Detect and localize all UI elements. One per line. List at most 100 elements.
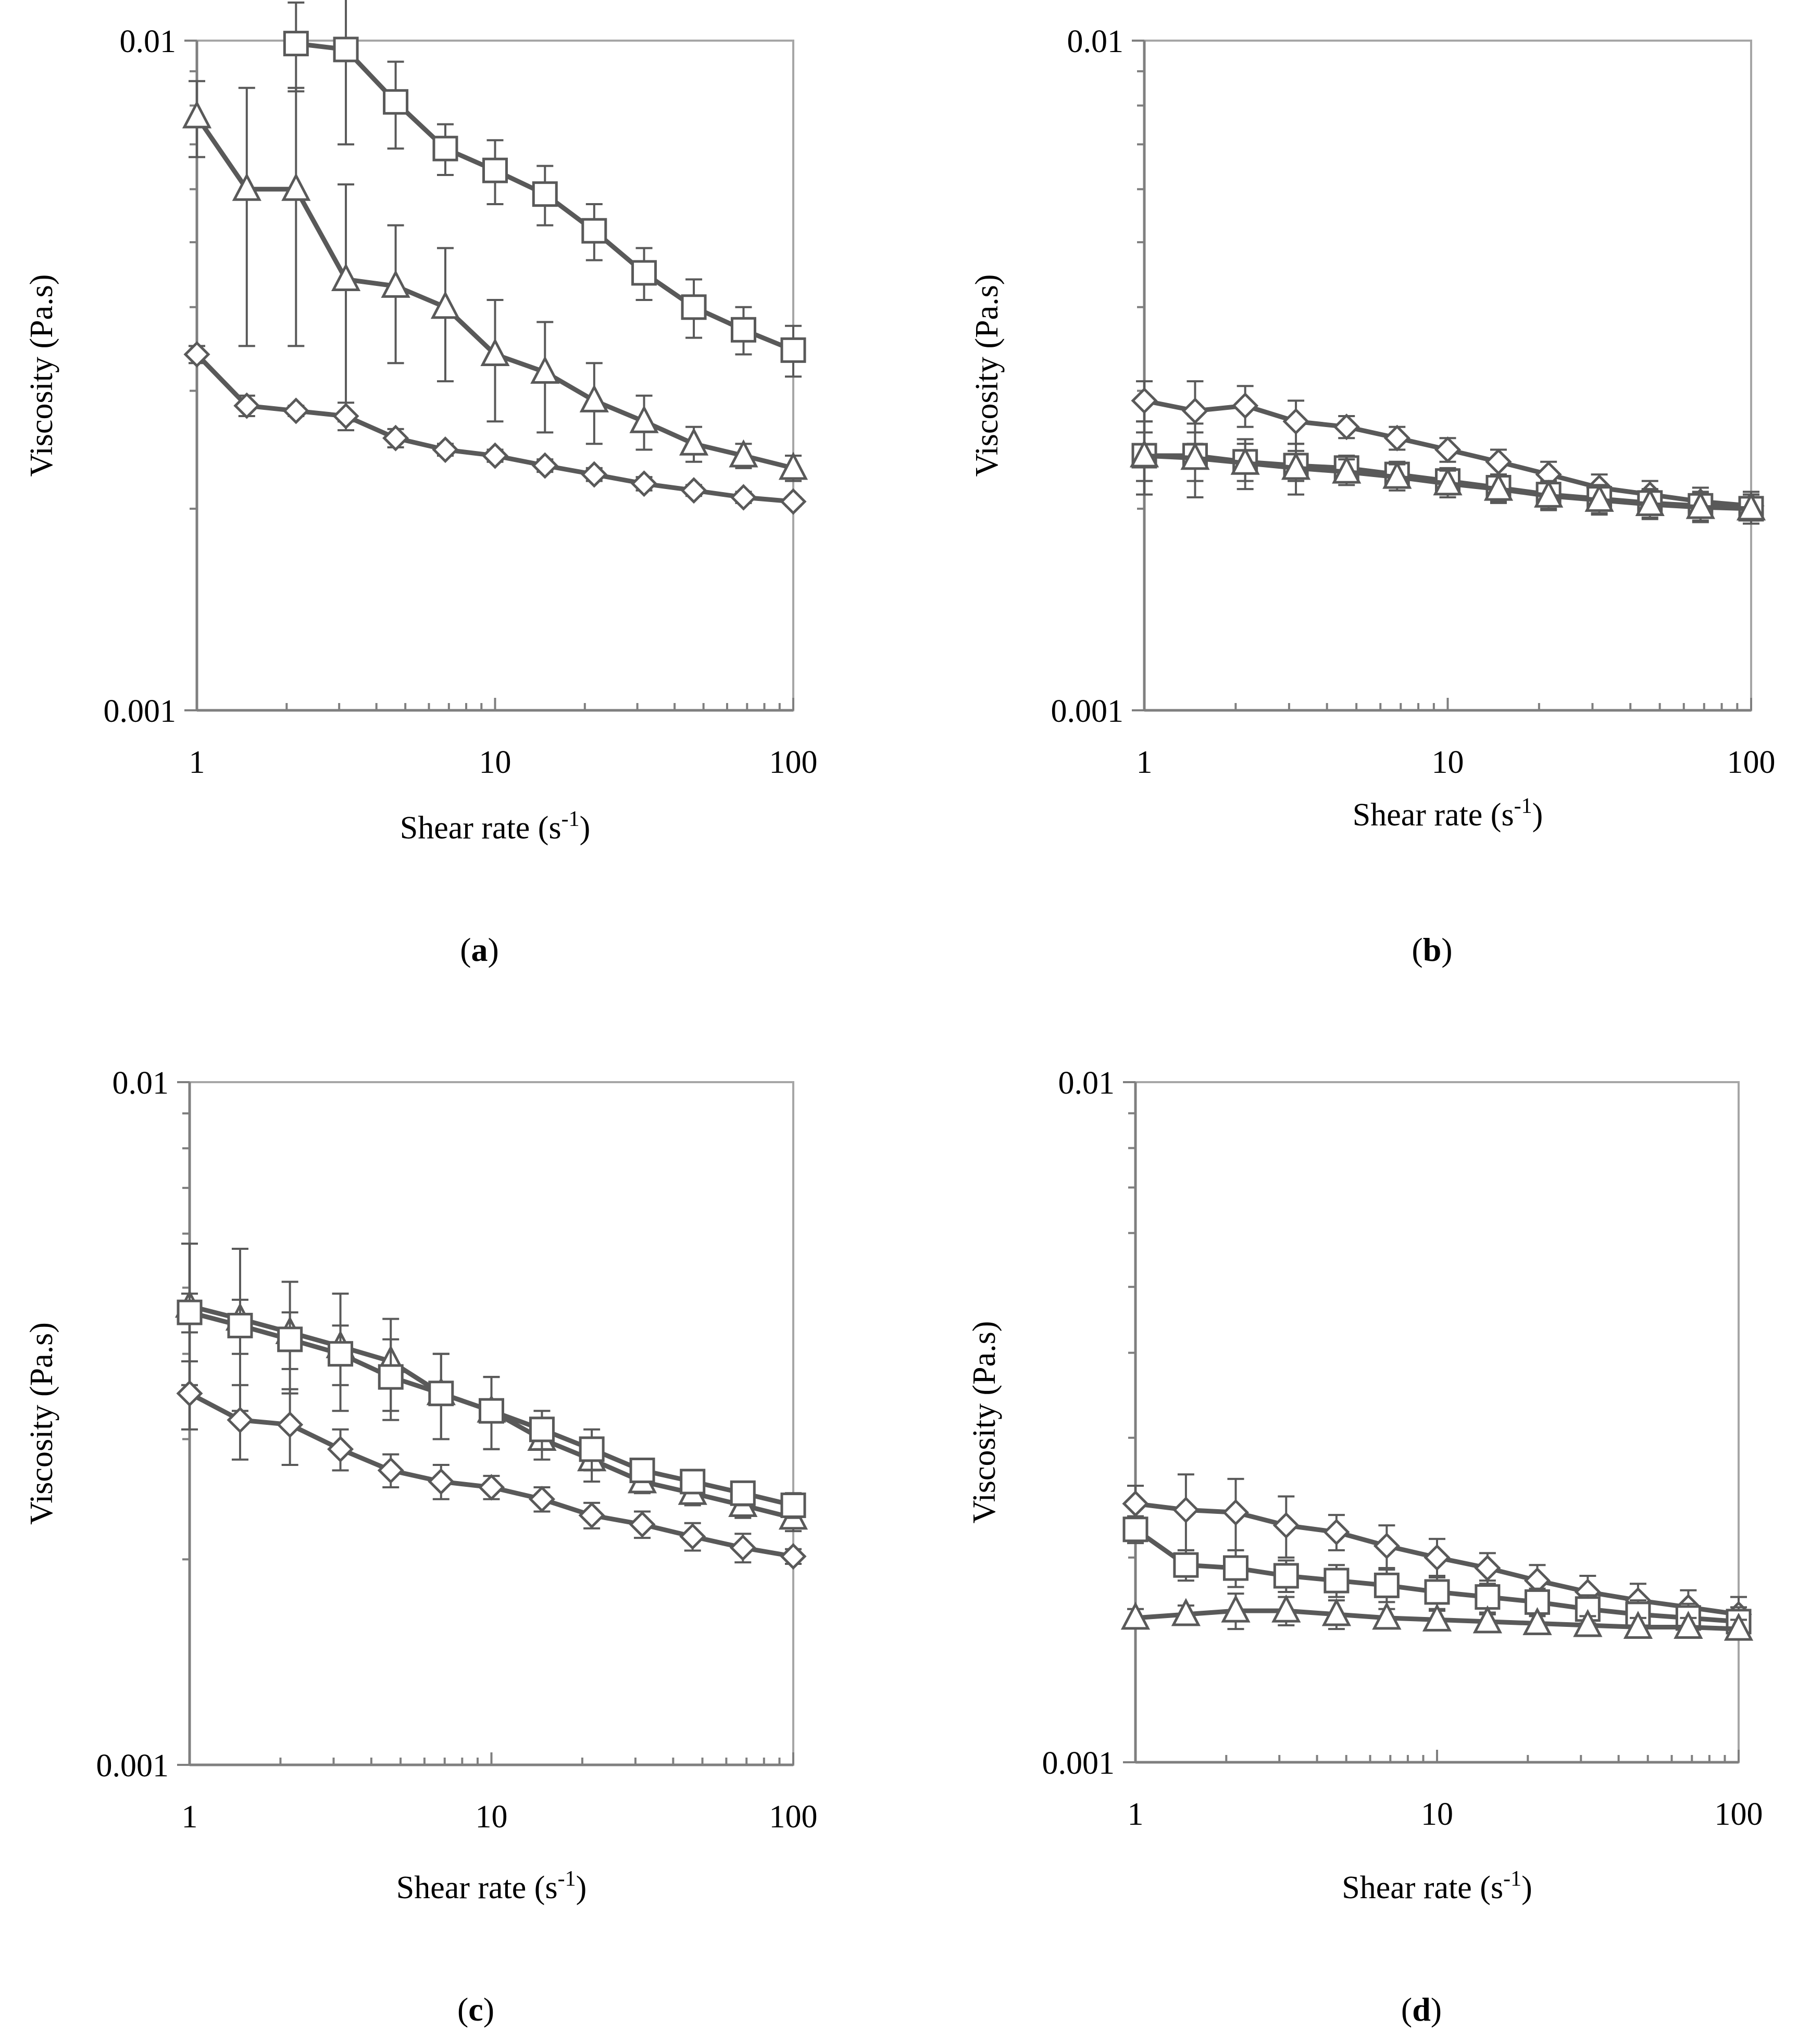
data-point-square [227, 1312, 253, 1338]
data-point-triangle [679, 427, 709, 456]
data-point-triangle [1674, 1611, 1703, 1639]
panel-d: 1 10 100 0.001 0.01 Shear rate (s-1) Viscosity… [967, 1065, 1763, 2028]
data-point-triangle [579, 384, 609, 412]
panel-b: 1 10 100 0.001 0.01 Shear rate (s-1) Viscosity… [969, 24, 1776, 968]
panel-caption: (c) [457, 1991, 494, 2028]
data-point-triangle [281, 172, 311, 201]
data-point-square [1475, 1584, 1501, 1610]
x-tick-label: 100 [769, 745, 818, 780]
data-point-triangle [430, 291, 460, 319]
data-point-triangle [1332, 455, 1362, 484]
data-point-diamond [581, 461, 608, 488]
data-point-triangle [1736, 492, 1766, 521]
data-point-diamond [1434, 436, 1462, 463]
data-point-triangle [1522, 1607, 1552, 1635]
data-point-diamond [227, 1407, 254, 1434]
data-point-square [631, 260, 657, 286]
data-point-triangle [480, 338, 510, 367]
data-point-triangle [1422, 1603, 1452, 1632]
data-point-diamond [629, 1511, 656, 1538]
x-tick-label: 10 [1421, 1797, 1453, 1832]
series-triangle [182, 80, 808, 482]
data-point-triangle [331, 263, 361, 292]
data-point-diamond [1122, 1490, 1149, 1517]
data-point-diamond [1222, 1499, 1250, 1526]
data-point-square [680, 1469, 706, 1495]
data-point-diamond [432, 436, 459, 463]
data-point-diamond [183, 341, 210, 368]
data-point-diamond [1383, 424, 1410, 452]
plot-frame [1134, 1081, 1740, 1763]
series-diamond [1131, 380, 1765, 522]
data-point-square [730, 317, 756, 343]
data-point-triangle [1573, 1609, 1603, 1637]
x-tick-label: 10 [479, 745, 511, 780]
data-point-square [629, 1457, 655, 1483]
data-point-triangle [1321, 1598, 1352, 1626]
data-point-square [730, 1480, 756, 1506]
series-square [283, 0, 806, 378]
panel-caption: (a) [460, 931, 499, 968]
x-tick-label: 100 [1727, 745, 1776, 780]
data-point-square [378, 1364, 404, 1390]
x-tick-label: 1 [189, 745, 205, 780]
data-point-square [1222, 1555, 1248, 1581]
data-point-triangle [1472, 1605, 1503, 1634]
data-point-triangle [1180, 442, 1210, 470]
x-tick-label: 10 [1432, 745, 1464, 780]
data-point-diamond [327, 1436, 354, 1463]
data-point-diamond [1485, 448, 1512, 475]
x-tick-label: 1 [182, 1799, 198, 1835]
data-point-diamond [382, 424, 409, 452]
data-point-triangle [1230, 446, 1260, 475]
y-tick-label: 0.01 [120, 24, 177, 59]
data-point-square [283, 31, 309, 57]
y-axis-label: Viscosity (Pa.s) [969, 274, 1005, 477]
y-tick-label: 0.01 [1067, 24, 1124, 59]
data-point-triangle [1382, 460, 1412, 489]
y-tick-label: 0.01 [113, 1065, 169, 1101]
data-point-triangle [1534, 479, 1564, 508]
data-point-diamond [282, 397, 309, 424]
data-point-diamond [531, 452, 558, 479]
data-point-diamond [478, 1474, 505, 1501]
data-point-diamond [631, 470, 658, 497]
data-point-triangle [1281, 452, 1311, 480]
data-point-square [1273, 1563, 1299, 1589]
data-point-square [780, 1493, 806, 1519]
data-point-triangle [182, 100, 212, 129]
y-axis-label: Viscosity (Pa.s) [967, 1321, 1002, 1524]
data-point-diamond [1181, 397, 1208, 424]
data-point-square [177, 1299, 203, 1325]
data-point-triangle [1483, 472, 1514, 501]
data-point-diamond [1282, 408, 1309, 435]
x-axis-label: Shear rate (s-1) [1353, 794, 1543, 833]
data-point-square [482, 157, 508, 183]
panel-caption: (d) [1401, 1991, 1442, 2028]
data-point-diamond [1474, 1554, 1501, 1582]
data-point-square [1424, 1579, 1450, 1605]
data-point-triangle [1221, 1594, 1251, 1623]
data-point-triangle [729, 439, 758, 468]
data-point-diamond [332, 403, 359, 430]
data-point-diamond [1172, 1496, 1200, 1523]
series-triangle [1129, 420, 1766, 525]
data-point-square [1323, 1568, 1350, 1594]
data-point-triangle [1171, 1598, 1201, 1626]
series-diamond [183, 341, 807, 515]
data-point-square [532, 181, 558, 207]
data-point-square [383, 89, 409, 115]
data-point-square [1374, 1572, 1400, 1598]
y-tick-label: 0.001 [104, 694, 177, 729]
y-tick-label: 0.001 [1042, 1746, 1115, 1781]
data-point-triangle [1685, 491, 1715, 519]
data-point-diamond [1131, 387, 1158, 414]
data-point-diamond [1272, 1512, 1300, 1539]
data-point-triangle [1120, 1601, 1151, 1630]
y-axis-label: Viscosity (Pa.s) [24, 1322, 59, 1525]
data-point-diamond [729, 1534, 756, 1561]
x-axis-label: Shear rate (s-1) [1342, 1867, 1532, 1905]
data-point-diamond [528, 1486, 555, 1513]
data-point-diamond [1424, 1544, 1451, 1571]
